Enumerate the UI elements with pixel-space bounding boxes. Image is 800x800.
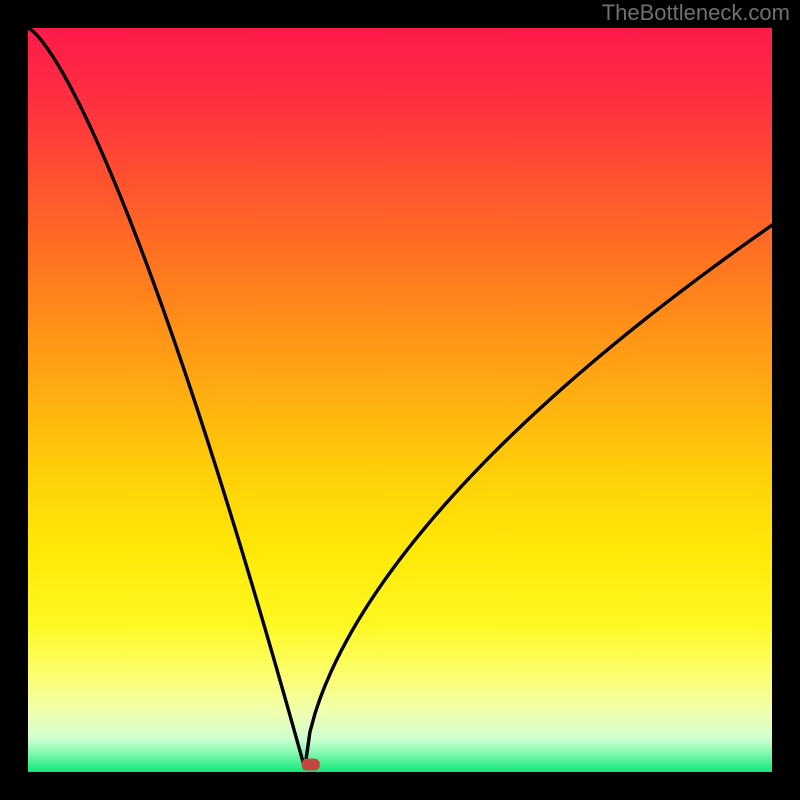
plot-background	[28, 28, 772, 772]
chart-frame: TheBottleneck.com	[0, 0, 800, 800]
optimal-marker	[302, 759, 320, 771]
bottleneck-chart	[0, 0, 800, 800]
